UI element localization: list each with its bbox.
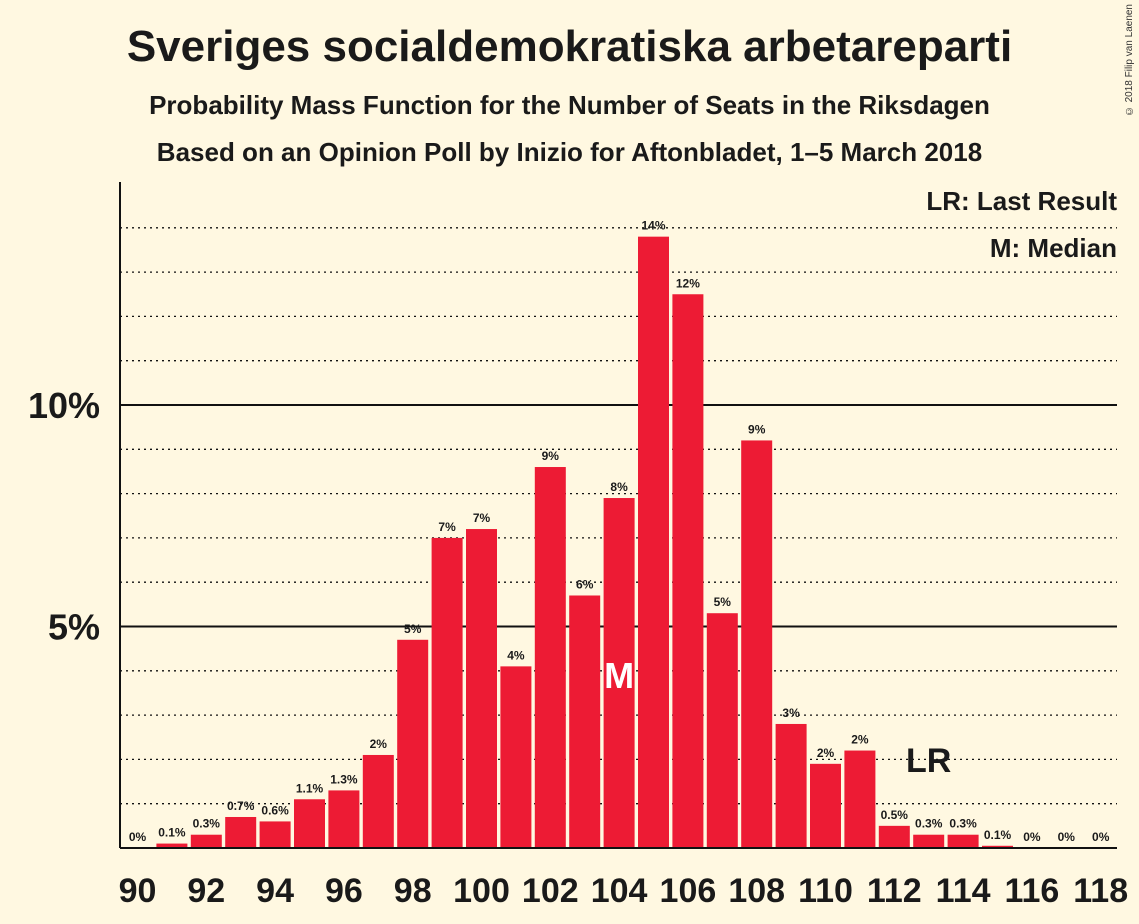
bar-94 [259,821,291,848]
bar-label-115: 0.1% [984,828,1012,842]
bar-109 [775,723,807,848]
bar-label-98: 5% [404,622,422,636]
bar-label-114: 0.3% [949,817,977,831]
bar-98 [397,639,429,848]
y-axis: 5% 10% [28,182,121,848]
bar-100 [466,529,497,848]
bar-label-110: 2% [817,746,835,760]
bar-label-113: 0.3% [915,817,943,831]
x-tick-label: 90 [119,872,157,910]
x-tick-label: 92 [187,872,225,910]
chart-title: Sveriges socialdemokratiska arbetarepart… [126,22,1013,71]
bar-104 [603,498,635,848]
bar-label-100: 7% [473,511,491,525]
bar-111 [844,750,876,848]
bar-105 [638,236,669,848]
bars [156,236,1013,848]
legend-last-result: LR: Last Result [926,186,1117,216]
bar-label-101: 4% [507,648,525,662]
bar-label-95: 1.1% [296,781,324,795]
bar-106 [672,294,704,848]
bar-label-104: 8% [610,480,628,494]
bar-label-102: 9% [542,449,560,463]
chart-source: Based on an Opinion Poll by Inizio for A… [156,137,983,167]
x-tick-label: 112 [867,872,922,910]
x-tick-label: 102 [522,872,579,910]
bar-102 [534,467,566,848]
x-tick-label: 96 [325,872,363,910]
bar-label-107: 5% [714,595,732,609]
x-tick-label: 110 [798,872,853,910]
bar-107 [706,613,738,848]
median-marker: M [604,655,634,696]
bar-96 [328,790,360,848]
bar-label-105: 14% [641,219,665,233]
x-tick-label: 116 [1004,872,1059,910]
bar-label-112: 0.5% [881,808,909,822]
bar-97 [362,754,394,848]
bar-115 [982,845,1013,848]
y-tick-label: 10% [28,385,100,426]
chart-subtitle: Probability Mass Function for the Number… [149,90,990,120]
bar-label-90: 0% [129,830,147,844]
bar-99 [431,537,463,848]
bar-label-108: 9% [748,422,766,436]
x-tick-label: 104 [591,872,648,910]
x-tick-label: 118 [1073,872,1128,910]
bar-labels: 0% 0.1% 0.3% 0.7% 0.6% 1.1% 1.3% 2% 5% 7% 7% 4% 9% 6%… [129,219,1110,844]
legend-median: M: Median [990,233,1117,263]
bar-91 [156,843,188,848]
bar-113 [913,834,945,848]
bar-label-111: 2% [851,733,869,747]
bar-114 [947,834,979,848]
bar-93 [225,816,257,848]
bar-label-96: 1.3% [330,772,358,786]
bar-110 [810,763,841,848]
bar-label-91: 0.1% [158,826,186,840]
x-tick-label: 98 [394,872,432,910]
bar-label-99: 7% [438,520,456,534]
bar-108 [741,440,773,848]
x-axis: 90 92 94 96 98 100 102 104 106 108 110 112 114 116 118 [119,847,1128,910]
bar-92 [190,834,222,848]
bar-label-103: 6% [576,577,594,591]
bar-103 [569,595,601,848]
x-tick-label: 114 [936,872,991,910]
x-tick-label: 100 [453,872,510,910]
markers: M LR [604,655,951,780]
y-tick-label: 5% [48,607,100,648]
bar-label-94: 0.6% [261,803,289,817]
x-tick-label: 108 [728,872,785,910]
bar-112 [878,825,910,848]
bar-label-97: 2% [370,737,388,751]
bar-label-116: 0% [1023,830,1041,844]
bar-label-106: 12% [676,276,700,290]
last-result-marker: LR [906,742,951,780]
bar-label-93: 0.7% [227,799,255,813]
bar-label-92: 0.3% [193,817,221,831]
bar-label-118: 0% [1092,830,1110,844]
x-tick-label: 94 [256,872,294,910]
bar-label-117: 0% [1058,830,1076,844]
bar-95 [294,799,325,848]
bar-label-109: 3% [782,706,800,720]
bar-101 [500,666,532,848]
x-tick-label: 106 [660,872,717,910]
